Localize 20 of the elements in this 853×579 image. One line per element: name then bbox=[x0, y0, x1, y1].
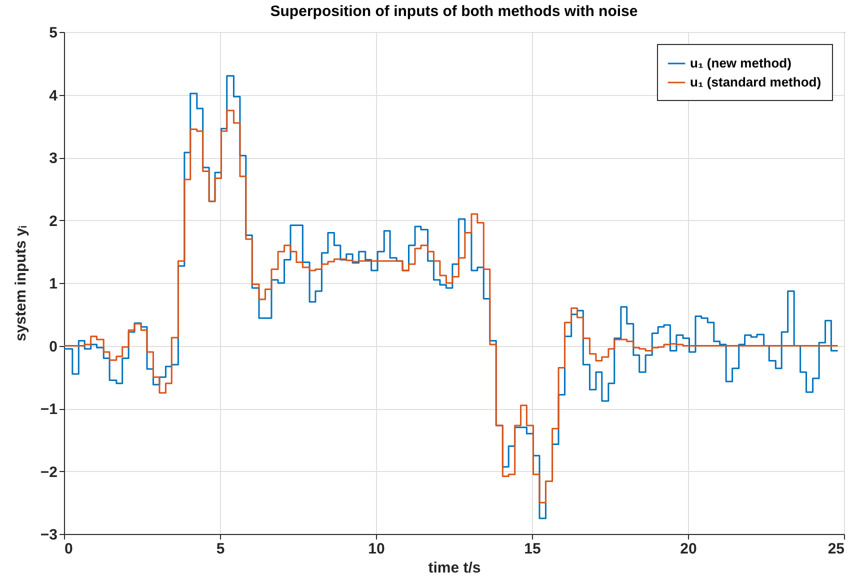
legend-label: u₁ (standard method) bbox=[690, 74, 822, 90]
x-tick-label: 15 bbox=[524, 540, 541, 558]
chart-title: Superposition of inputs of both methods with noise bbox=[270, 3, 638, 20]
y-axis-title: system inputs yᵢ bbox=[12, 226, 30, 342]
x-axis-title: time t/s bbox=[428, 560, 481, 576]
y-tick-label: 3 bbox=[49, 150, 58, 167]
legend-label: u₁ (new method) bbox=[690, 56, 792, 70]
x-tick-label: 0 bbox=[64, 540, 73, 558]
y-tick-label: −1 bbox=[40, 401, 58, 418]
y-tick-label: 4 bbox=[49, 87, 58, 104]
y-tick-label: 5 bbox=[49, 24, 58, 42]
y-tick-label: 2 bbox=[49, 212, 58, 230]
x-tick-label: 10 bbox=[368, 540, 385, 558]
y-tick-label: 1 bbox=[49, 276, 58, 292]
x-tick-label: 5 bbox=[216, 540, 225, 558]
x-tick-label: 25 bbox=[828, 540, 844, 558]
x-tick-label: 20 bbox=[680, 540, 697, 558]
y-tick-label: 0 bbox=[49, 338, 58, 356]
y-tick-label: −3 bbox=[40, 526, 58, 544]
y-tick-label: −2 bbox=[40, 464, 58, 481]
